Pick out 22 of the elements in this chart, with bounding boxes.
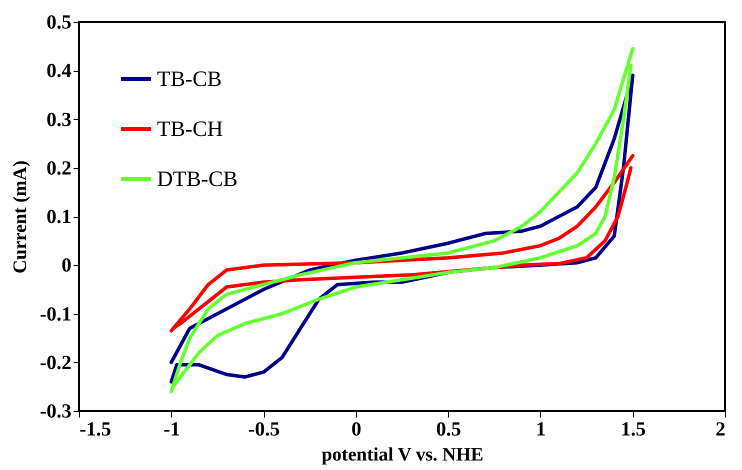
x-tick-label: -1.5	[80, 418, 112, 440]
y-tick-label: 0.3	[46, 108, 72, 131]
legend-label: TB-CH	[157, 116, 224, 141]
legend-label: TB-CB	[157, 66, 222, 91]
y-tick-label: -0.3	[40, 400, 72, 422]
x-tick-label: 1.5	[620, 418, 646, 440]
x-tick-label: 2	[716, 418, 726, 440]
y-tick-label: 0.2	[46, 157, 72, 180]
y-tick-label: 0.4	[46, 60, 72, 82]
x-axis-title: potential V vs. NHE	[322, 444, 484, 466]
y-tick-label: 0.1	[46, 206, 72, 228]
y-axis-title: Current (mA)	[10, 160, 31, 274]
y-tick-label: -0.2	[40, 352, 72, 374]
x-tick-label: 1	[536, 418, 546, 440]
y-tick-label: -0.1	[40, 303, 72, 326]
x-tick-label: 0.5	[436, 418, 462, 440]
x-tick-label: -1	[163, 418, 180, 440]
x-tick-label: 0	[351, 418, 362, 440]
y-tick-label: 0.5	[46, 12, 72, 34]
x-tick-label: -0.5	[248, 418, 280, 440]
y-tick-label: 0	[62, 254, 72, 277]
legend-label: DTB-CB	[157, 166, 238, 191]
